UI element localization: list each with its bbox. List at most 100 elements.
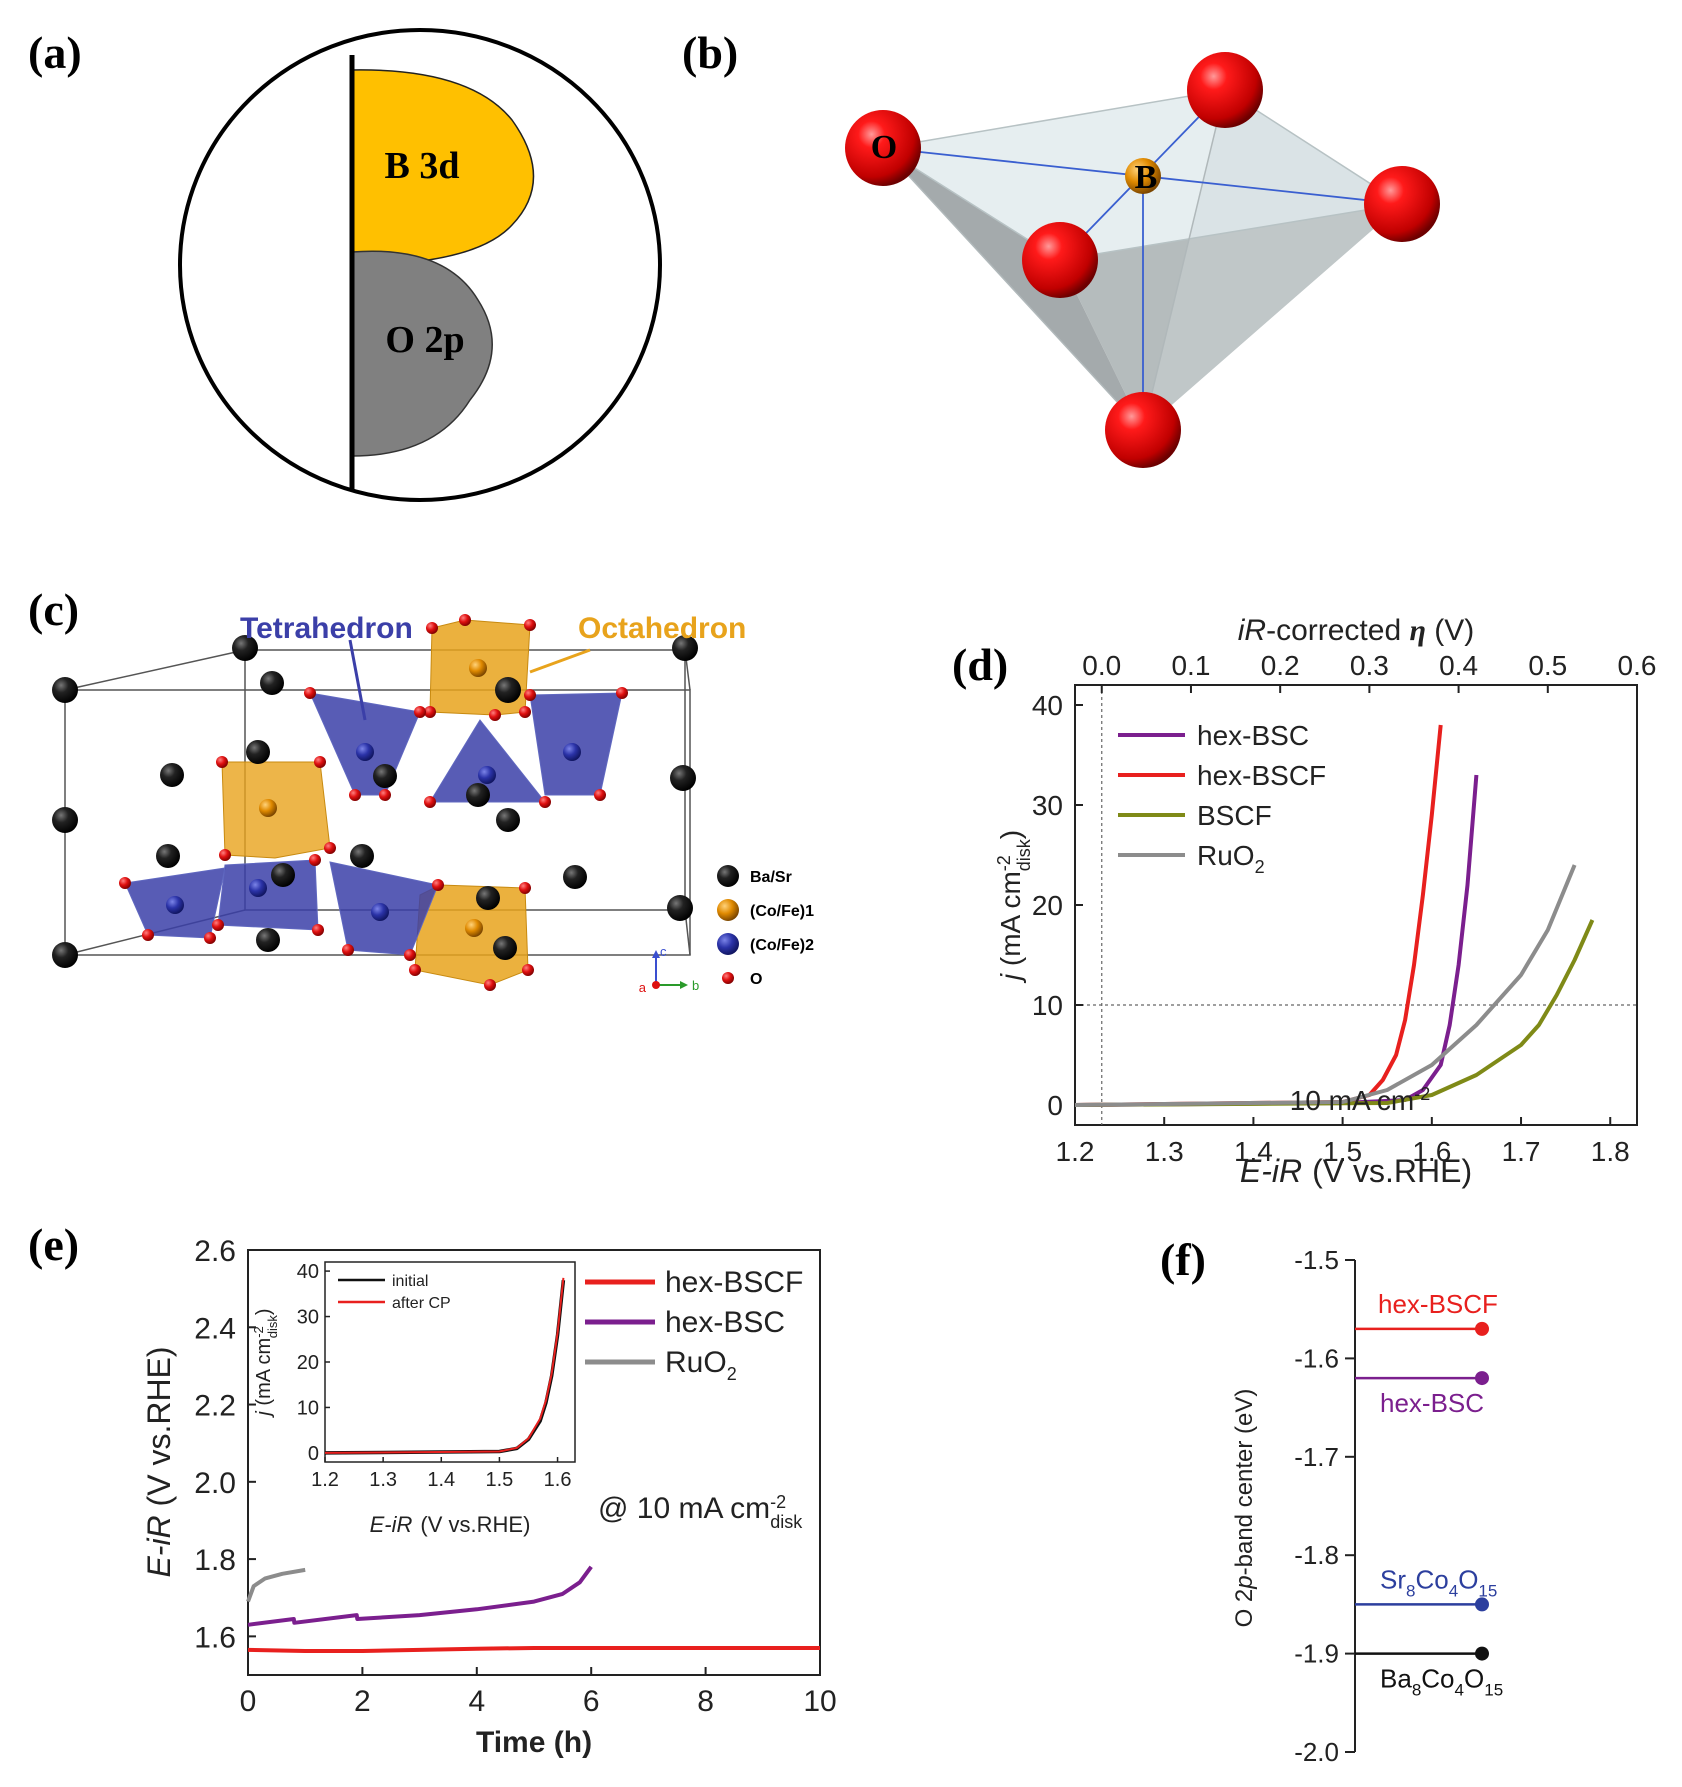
panel-f: (f) -1.5 -1.6 -1.7 -1.8 -1.9 -2.0 hex-BSCF hex-… <box>1160 1234 1503 1767</box>
plot-d-xtick-label: 1.5 <box>1323 1136 1362 1167</box>
inset-ylabel-j: j <box>253 1411 275 1419</box>
plot-d-ylabel-sub: disk <box>1014 838 1034 871</box>
panel-b-label: (b) <box>682 27 738 78</box>
plot-e-series-line <box>247 1565 593 1627</box>
plot-d-x2tick-label: 0.2 <box>1261 650 1300 681</box>
axis-triad: a b c <box>639 944 699 995</box>
axis-b-label: b <box>692 978 699 993</box>
panel-b: (b) O B <box>682 27 1440 468</box>
inset-legend-label: after CP <box>392 1295 451 1312</box>
panel-e: (e) 0 2 4 6 8 10 1.6 1.8 2.0 2.2 2.4 2.6 hex-BSCF hex… <box>28 1219 837 1759</box>
plot-d-legend-sub: 2 <box>1255 857 1265 877</box>
plot-d-toplabel: iR-corrected η (V) <box>1238 614 1475 647</box>
co-fe-atoms <box>166 659 581 937</box>
plot-f-ylabel-p: p <box>1231 1575 1258 1589</box>
plot-d-ylabel-close: ) <box>995 830 1026 839</box>
plot-e-xtick-label: 2 <box>354 1685 371 1718</box>
oxygen-atom <box>1187 52 1263 128</box>
plot-e-xtick-label: 8 <box>697 1685 714 1718</box>
plot-f-ylabel-post: -band center (eV) <box>1231 1389 1258 1576</box>
plot-e-xtick-label: 4 <box>468 1685 485 1718</box>
oxygen-atom <box>1364 166 1440 242</box>
plot-d-legend-label: BSCF <box>1197 800 1272 831</box>
legend-basr: Ba/Sr <box>750 869 792 886</box>
plot-d-ylabel-unit: (mA cm <box>995 871 1026 974</box>
plot-d-ytick-label: 0 <box>1047 1090 1063 1121</box>
o2p-lobe <box>351 250 493 457</box>
plot-f-ytick-label: -2.0 <box>1294 1737 1339 1767</box>
plot-d-ylabel-sup: -2 <box>994 855 1014 871</box>
inset-series-line <box>324 1277 565 1454</box>
plot-e-ylabel: E-iR (V vs.RHE) <box>141 1346 177 1577</box>
plot-d-xlabel: E-iR (V vs.RHE) <box>1240 1153 1472 1189</box>
plot-d-xtick-label: 1.2 <box>1056 1136 1095 1167</box>
panel-d: (d) 1.2 1.3 1.4 1.5 1.6 1.7 1.8 0.0 0.1 0.2 0.3 0.4… <box>952 614 1656 1189</box>
plot-e-annotation-sub: disk <box>770 1512 803 1532</box>
octa-pointer <box>529 648 591 674</box>
plot-d-marks: 1.2 1.3 1.4 1.5 1.6 1.7 1.8 0.0 0.1 0.2 0.3 0.4 0.5 0… <box>1032 650 1657 1167</box>
tetrahedron-label: Tetrahedron <box>240 612 413 645</box>
plot-f-ytick-label: -1.6 <box>1294 1343 1339 1373</box>
plot-f-level-sub: 4 <box>1449 1581 1458 1600</box>
plot-d-ytick-label: 20 <box>1032 890 1063 921</box>
plot-e-series-line <box>246 1567 306 1603</box>
plot-d-xtick-label: 1.7 <box>1502 1136 1541 1167</box>
panel-c-label: (c) <box>28 584 79 635</box>
plot-d-toplabel-eta: η <box>1409 614 1425 647</box>
legend-cofe1-marker <box>717 899 739 921</box>
plot-d-xtick-label: 1.4 <box>1234 1136 1273 1167</box>
plot-d-ytick-label: 40 <box>1032 690 1063 721</box>
plot-e-ytick-label: 1.8 <box>194 1544 236 1577</box>
plot-d-x2tick-label: 0.1 <box>1171 650 1210 681</box>
plot-e-frame <box>247 1249 821 1676</box>
plot-d-ylabel-j: j <box>995 973 1026 984</box>
plot-d-x2tick-label: 0.6 <box>1618 650 1657 681</box>
tetra-pointer <box>348 639 367 721</box>
inset-xlabel: E-iR (V vs.RHE) <box>370 1512 531 1537</box>
inset-marks: 1.2 1.3 1.4 1.5 1.6 0 10 20 30 40 initial after CP <box>297 1261 572 1491</box>
plot-f-level-element: O <box>1464 1664 1484 1694</box>
plot-e-ytick-label: 2.4 <box>194 1312 236 1345</box>
inset-ytick-label: 40 <box>297 1261 319 1283</box>
plot-f-level-label: Ba8Co4O15 <box>1380 1664 1503 1700</box>
plot-f-level-element: Co <box>1421 1664 1454 1694</box>
o2p-label: O 2p <box>385 319 464 361</box>
plot-f-level-point <box>1475 1646 1489 1661</box>
inset-xtick-label: 1.4 <box>427 1469 455 1491</box>
plot-f-ytick-label: -1.8 <box>1294 1540 1339 1570</box>
inset-ytick-label: 30 <box>297 1307 319 1329</box>
b3d-lobe <box>351 69 535 266</box>
plot-d-ref-label: 10 mA cm-2 <box>1290 1084 1431 1116</box>
plot-e-series-line <box>247 1646 820 1653</box>
inset-ylabel-sup: -2 <box>251 1326 266 1338</box>
legend-basr-marker <box>717 865 739 887</box>
plot-d-x2tick-label: 0.3 <box>1350 650 1389 681</box>
plot-f-level-label: hex-BSC <box>1380 1388 1484 1418</box>
inset-ylabel-sub: disk <box>265 1315 280 1339</box>
plot-f-level-point <box>1475 1597 1489 1612</box>
plot-d-ref-label-sup: -2 <box>1414 1084 1430 1104</box>
oxygen-atoms <box>119 614 628 991</box>
inset-frame <box>324 1261 576 1463</box>
plot-d-xtick-label: 1.8 <box>1591 1136 1630 1167</box>
axis-a-label: a <box>639 980 647 995</box>
axis-c-label: c <box>660 944 667 959</box>
plot-d-toplabel-end: (V) <box>1426 614 1474 647</box>
plot-f-ytick-label: -1.5 <box>1294 1245 1339 1275</box>
inset-xtick-label: 1.6 <box>544 1469 572 1491</box>
plot-f-level-sub: 4 <box>1455 1681 1464 1700</box>
plot-e-legend-label: hex-BSCF <box>665 1266 803 1299</box>
inset-xlabel-unit: (V vs.RHE) <box>420 1512 530 1537</box>
plot-e-annotation: @ 10 mA cm-2 disk <box>598 1492 803 1532</box>
oxygen-label: O <box>871 129 897 166</box>
plot-d-frame <box>1074 684 1638 1126</box>
legend-cofe1: (Co/Fe)1 <box>750 903 814 920</box>
b-site-label: B <box>1135 159 1158 196</box>
plot-d-ylabel: j (mA cm-2disk) <box>994 830 1034 984</box>
octahedron-label: Octahedron <box>578 612 746 645</box>
plot-e-ytick-label: 2.0 <box>194 1467 236 1500</box>
plot-e-xtick-label: 6 <box>583 1685 600 1718</box>
inset-ylabel-unit: (mA cm <box>253 1338 275 1411</box>
plot-e-ylabel-unit: (V vs.RHE) <box>141 1346 177 1515</box>
